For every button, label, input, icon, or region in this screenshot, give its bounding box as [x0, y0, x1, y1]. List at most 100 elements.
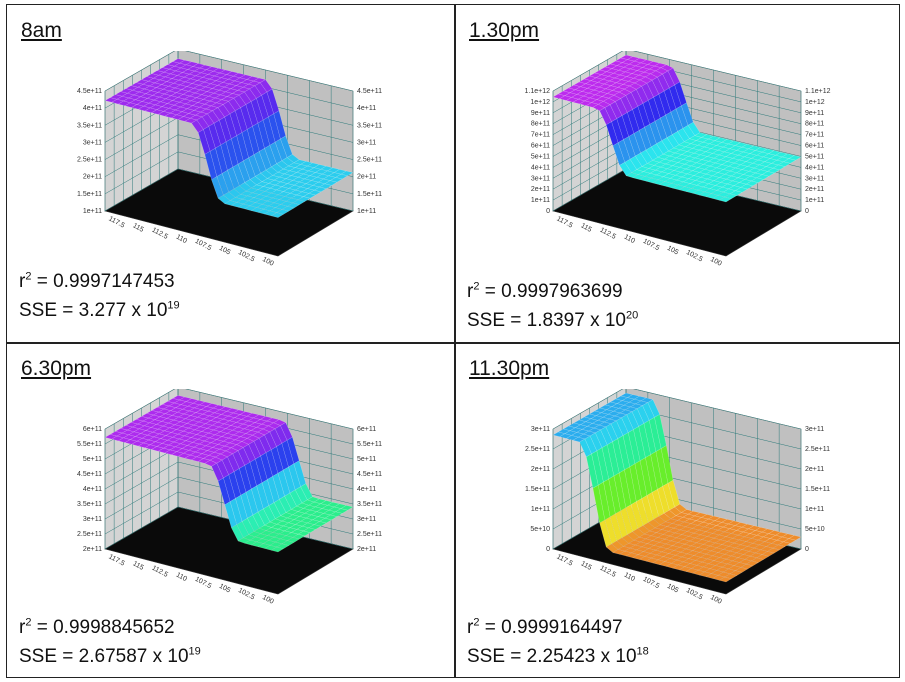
surface-patch: [777, 541, 791, 547]
panel-8am: 8am 4.5e+11 4e+11 3.5e+11 3e+11 2.5e+11 2e+11…: [7, 5, 454, 342]
z-tick-label-right: 4.5e+11: [357, 471, 382, 478]
surface-chart: 1.1e+12 1e+12 9e+11 8e+11 7e+11 6e+11 5e+11 4e+…: [525, 51, 831, 268]
x-tick-label: 105: [666, 583, 680, 595]
z-tick-label-right: 2e+11: [805, 466, 824, 473]
z-tick-label-left: 7e+11: [531, 132, 550, 139]
z-tick-label-right: 6e+11: [357, 426, 376, 433]
z-tick-label-left: 3e+11: [83, 139, 102, 146]
z-tick-label-right: 3e+11: [805, 175, 824, 182]
fit-stats: r2 = 0.9998845652 SSE = 2.67587 x 1019: [19, 613, 201, 671]
x-tick-label: 110: [175, 572, 188, 583]
z-tick-label-right: 0: [805, 208, 809, 215]
z-tick-label-left: 3e+11: [531, 426, 550, 433]
z-tick-label-left: 1e+11: [531, 197, 550, 204]
surface-patch: [718, 196, 732, 203]
figure-grid: 8am 4.5e+11 4e+11 3.5e+11 3e+11 2.5e+11 2e+11…: [6, 4, 900, 678]
sse: SSE = 3.277 x 1019: [19, 299, 180, 321]
r-squared: r2 = 0.9997963699: [467, 280, 623, 302]
x-tick-label: 105: [666, 245, 680, 257]
x-tick-label: 115: [580, 222, 593, 233]
z-tick-label-right: 6e+11: [805, 143, 824, 150]
fit-stats: r2 = 0.9997147453 SSE = 3.277 x 1019: [19, 267, 180, 325]
z-tick-label-left: 2.5e+11: [77, 531, 102, 538]
z-tick-label-right: 3.5e+11: [357, 122, 382, 129]
x-tick-label: 107.5: [642, 576, 661, 590]
grid-divider-vertical: [454, 5, 456, 677]
z-tick-label-left: 4.5e+11: [77, 88, 102, 95]
z-tick-label-right: 3e+11: [357, 516, 376, 523]
surface-chart: 4.5e+11 4e+11 3.5e+11 3e+11 2.5e+11 2e+11 1.5e…: [77, 51, 382, 268]
z-tick-label-right: 5e+11: [805, 153, 824, 160]
z-tick-label-left: 8e+11: [531, 121, 550, 128]
z-tick-label-right: 1.1e+12: [805, 88, 831, 95]
z-tick-label-right: 0: [805, 546, 809, 553]
z-tick-label-right: 2.5e+11: [357, 531, 382, 538]
z-tick-label-left: 2.5e+11: [525, 446, 550, 453]
z-tick-label-right: 1.5e+11: [357, 191, 382, 198]
z-tick-label-right: 1.5e+11: [805, 486, 830, 493]
z-tick-label-left: 1.5e+11: [525, 486, 550, 493]
z-tick-label-left: 2e+11: [531, 186, 550, 193]
z-tick-label-right: 4e+11: [805, 164, 824, 171]
z-tick-label-left: 1.1e+12: [525, 88, 551, 95]
x-tick-label: 117.5: [555, 553, 573, 567]
x-tick-label: 100: [261, 256, 275, 268]
x-tick-label: 115: [132, 560, 145, 571]
x-tick-label: 107.5: [642, 238, 661, 252]
z-tick-label-left: 9e+11: [531, 110, 550, 117]
panel-title: 1.30pm: [469, 19, 540, 42]
x-tick-label: 117.5: [555, 215, 573, 229]
z-tick-label-right: 4.5e+11: [357, 88, 382, 95]
x-tick-label: 112.5: [599, 227, 617, 241]
x-tick-label: 115: [132, 222, 145, 233]
z-tick-label-left: 2.5e+11: [77, 157, 102, 164]
z-tick-label-right: 2.5e+11: [805, 446, 830, 453]
r-squared: r2 = 0.9999164497: [467, 616, 623, 638]
z-tick-label-left: 5.5e+11: [77, 441, 102, 448]
surface-patch: [270, 546, 284, 553]
x-tick-label: 115: [580, 560, 593, 571]
z-tick-label-left: 1e+11: [83, 208, 102, 215]
panel-6-30pm: 6.30pm 6e+11 5.5e+11 5e+11 4.5e+11 4e+11 3.5e…: [7, 343, 454, 679]
x-tick-label: 105: [218, 583, 232, 595]
z-tick-label-right: 2e+11: [357, 174, 376, 181]
z-tick-label-left: 2e+11: [83, 546, 102, 553]
z-tick-label-left: 6e+11: [83, 426, 102, 433]
z-tick-label-left: 1e+12: [530, 99, 550, 106]
z-tick-label-right: 3e+11: [357, 139, 376, 146]
z-tick-label-left: 4.5e+11: [77, 471, 102, 478]
surface-patch: [270, 212, 284, 218]
x-tick-label: 102.5: [237, 587, 256, 601]
sse: SSE = 2.25423 x 1018: [467, 645, 649, 667]
x-tick-label: 102.5: [237, 249, 256, 263]
z-tick-label-right: 3e+11: [805, 426, 824, 433]
x-tick-label: 100: [709, 256, 723, 268]
z-tick-label-left: 3.5e+11: [77, 122, 102, 129]
z-tick-label-left: 3e+11: [83, 516, 102, 523]
z-tick-label-right: 5e+11: [357, 456, 376, 463]
z-tick-label-left: 3e+11: [531, 175, 550, 182]
x-tick-label: 110: [623, 234, 636, 245]
z-tick-label-right: 2e+11: [805, 186, 824, 193]
z-tick-label-right: 3.5e+11: [357, 501, 382, 508]
z-tick-label-left: 2e+11: [83, 174, 102, 181]
x-tick-label: 102.5: [685, 249, 704, 263]
x-tick-label: 112.5: [151, 565, 169, 579]
z-tick-label-left: 2e+11: [531, 466, 550, 473]
r-squared: r2 = 0.9997147453: [19, 270, 175, 292]
z-tick-label-right: 1e+11: [805, 506, 824, 513]
z-tick-label-left: 0: [546, 546, 550, 553]
z-tick-label-left: 4e+11: [83, 105, 102, 112]
fit-stats: r2 = 0.9997963699 SSE = 1.8397 x 1020: [467, 277, 638, 335]
panel-title: 8am: [21, 19, 62, 42]
x-tick-label: 117.5: [107, 553, 125, 567]
x-tick-label: 112.5: [599, 565, 617, 579]
x-tick-label: 110: [623, 572, 636, 583]
r-squared: r2 = 0.9998845652: [19, 616, 175, 638]
z-tick-label-right: 9e+11: [805, 110, 824, 117]
x-tick-label: 105: [218, 245, 232, 257]
z-tick-label-left: 5e+10: [530, 526, 550, 533]
x-tick-label: 100: [261, 594, 275, 606]
z-tick-label-right: 8e+11: [805, 121, 824, 128]
x-tick-label: 110: [175, 234, 188, 245]
